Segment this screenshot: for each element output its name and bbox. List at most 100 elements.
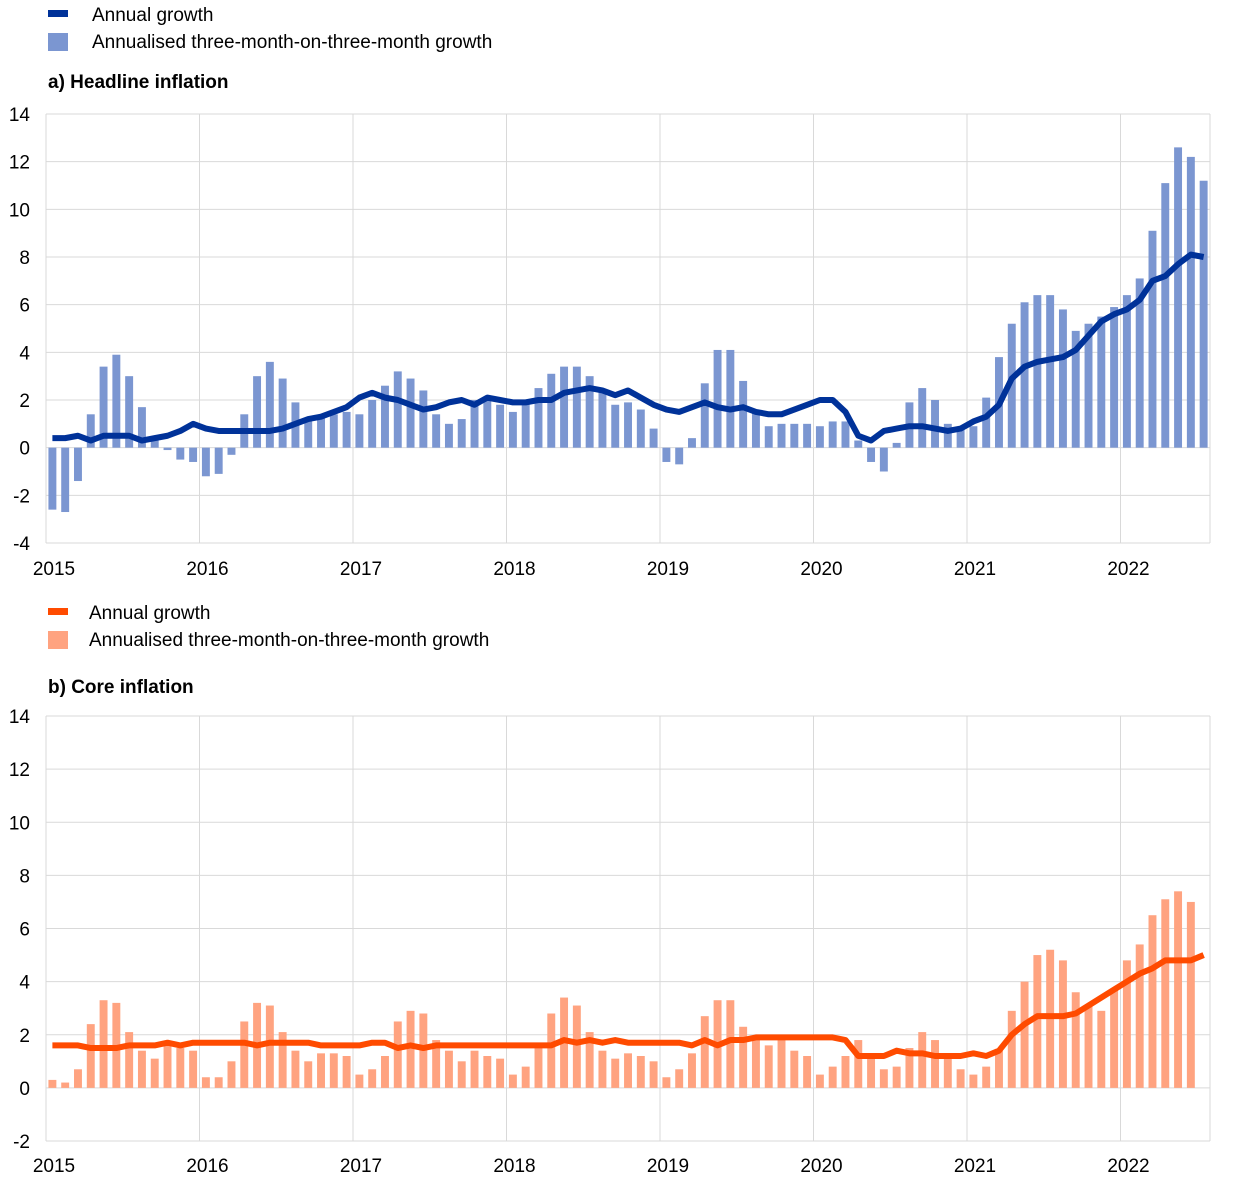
panel-a-bar (99, 366, 108, 448)
panel-b-bar (355, 1074, 364, 1088)
panel-b-bar (483, 1056, 492, 1088)
panel-b-bar (572, 1005, 581, 1088)
panel-a-bar (48, 447, 57, 510)
panel-a-xtick-label: 2017 (340, 559, 382, 580)
panel-a-bar (61, 447, 70, 513)
panel-a-bar (278, 378, 287, 448)
panel-a-bar (1186, 156, 1195, 448)
panel-b-bar (764, 1045, 773, 1088)
panel-b-xtick-label: 2019 (647, 1156, 689, 1177)
panel-a-bar (444, 423, 453, 448)
panel-b-bar (624, 1053, 632, 1088)
panel-b-ytick-label: 4 (19, 973, 30, 994)
panel-b-bar (444, 1050, 453, 1088)
panel-b-bar (1007, 1010, 1016, 1088)
panel-a-annual-growth-line (52, 251, 1205, 444)
panel-a-bar (892, 442, 901, 448)
panel-b-bar (125, 1032, 134, 1088)
panel-b-xtick-label: 2017 (340, 1156, 382, 1177)
panel-a-bar (854, 440, 863, 448)
panel-b-bar (189, 1050, 198, 1088)
panel-b-xtick-label: 2022 (1107, 1156, 1149, 1177)
panel-b-bar (1135, 944, 1144, 1088)
panel-a-ytick-label: 0 (19, 439, 30, 460)
panel-b-bar (342, 1056, 351, 1088)
panel-a-bar (201, 447, 210, 477)
panel-a-bar (636, 409, 645, 448)
panel-b-bar (150, 1058, 159, 1088)
panel-b-ytick-label: 8 (19, 866, 30, 887)
panel-b-bar (918, 1032, 927, 1088)
legend-b-line-swatch (48, 608, 68, 615)
legend-b-bar-label: Annualised three-month-on-three-month gr… (89, 630, 489, 651)
panel-b-bar (995, 1050, 1003, 1088)
panel-b-bar (329, 1053, 338, 1088)
panel-b-ytick-label: 2 (19, 1026, 30, 1047)
panel-a-bar (1020, 302, 1029, 448)
panel-b-bar (291, 1050, 300, 1088)
panel-a-bar (662, 447, 671, 462)
panel-a-bar (381, 385, 389, 448)
panel-b-bar (521, 1066, 530, 1088)
panel-b-bar (867, 1053, 876, 1088)
panel-b-bar (700, 1016, 709, 1088)
panel-a-bar (982, 397, 991, 448)
panel-b-bar (99, 1000, 108, 1088)
panel-b-bar (841, 1056, 850, 1088)
panel-a-bar (176, 447, 185, 460)
panel-b-bar (432, 1040, 441, 1088)
panel-b-plot: -2 0 2 4 6 8 10 12 14 2015 2016 2017 2018 2019 2020 202… (9, 707, 1211, 1177)
panel-a-bar (355, 414, 364, 448)
panel-a-bar (1135, 278, 1144, 448)
panel-b-bar (1058, 960, 1067, 1088)
panel-a-bar (329, 414, 338, 448)
panel-a-bar (368, 400, 377, 448)
panel-a-bar (496, 404, 505, 448)
panel-b-bar (790, 1050, 799, 1088)
panel-b-bar (393, 1021, 402, 1088)
panel-b-bar (828, 1066, 837, 1088)
panel-b-bar (381, 1056, 389, 1088)
panel-b-ytick-label: 6 (19, 920, 30, 941)
panel-a-xtick-label: 2021 (954, 559, 996, 580)
panel-b-bar (892, 1066, 901, 1088)
panel-b-xtick-label: 2018 (493, 1156, 535, 1177)
panel-a-bar (227, 447, 236, 455)
panel-a-bar (700, 383, 709, 448)
panel-a-bar (189, 447, 198, 462)
panel-b-xtick-label: 2015 (33, 1156, 75, 1177)
panel-b-bar (1174, 891, 1183, 1088)
panel-b-bar (457, 1061, 466, 1088)
panel-a-bar (1046, 295, 1055, 448)
legend-a-bar-swatch (48, 33, 68, 51)
panel-a-bar (969, 426, 978, 448)
panel-a-bar (1161, 183, 1170, 448)
panel-a-bar (483, 397, 492, 448)
panel-a-ytick-label: -4 (13, 534, 30, 555)
panel-b-bar (74, 1069, 82, 1088)
legend-a-line-label: Annual growth (92, 5, 213, 26)
panel-a-bar (86, 414, 95, 448)
panel-a-ytick-label: 8 (19, 248, 30, 269)
panel-b-bar (611, 1058, 620, 1088)
panel-b-bar (943, 1056, 952, 1088)
panel-b-bar (137, 1050, 146, 1088)
panel-b-bar (368, 1069, 377, 1088)
panel-a-bar (713, 349, 722, 448)
panel-b-bar (726, 1000, 735, 1088)
panel-a-bar (675, 447, 684, 465)
panel-a-bar (867, 447, 876, 462)
panel-b-bar (406, 1010, 415, 1088)
legend-b-bar-swatch (48, 631, 68, 649)
panel-b-annual-growth-line (52, 952, 1205, 1059)
panel-b-ytick-label: 12 (9, 760, 30, 781)
panel-b-bar (304, 1061, 313, 1088)
panel-b-bar (227, 1061, 236, 1088)
panel-a-bar (585, 376, 594, 448)
panel-a-ytick-label: 6 (19, 296, 30, 317)
panel-b-bar (1097, 1010, 1106, 1088)
legend-a-line-swatch (48, 10, 68, 17)
panel-a-bar (943, 423, 952, 448)
panel-a-xtick-label: 2015 (33, 559, 75, 580)
panel-b-bar (688, 1053, 696, 1088)
